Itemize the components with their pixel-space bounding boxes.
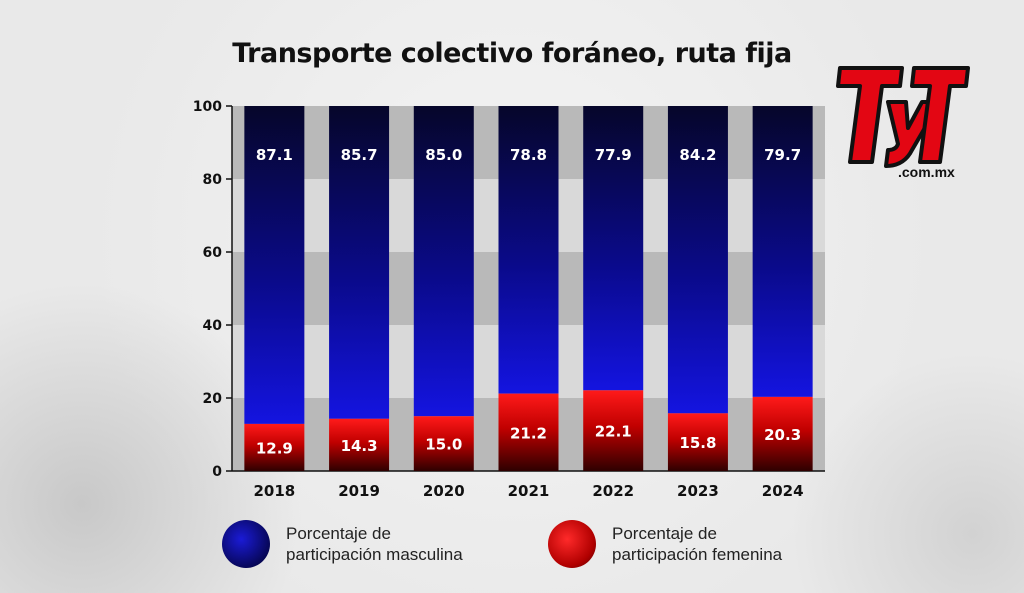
data-label-male-2020: 85.0 <box>425 146 462 164</box>
data-label-male-2021: 78.8 <box>510 146 547 164</box>
chart-title: Transporte colectivo foráneo, ruta fija <box>232 38 792 69</box>
data-label-male-2024: 79.7 <box>764 146 801 164</box>
y-tick-label: 80 <box>203 172 223 188</box>
y-tick-label: 20 <box>203 391 223 407</box>
x-tick-label-2020: 2020 <box>423 482 465 500</box>
x-tick-label-2022: 2022 <box>592 482 634 500</box>
bar-female-2023 <box>667 413 728 471</box>
bar-male-2021 <box>498 106 559 394</box>
data-label-female-2024: 20.3 <box>764 426 801 444</box>
legend-label-male-line2: participación masculina <box>286 545 463 564</box>
tyt-logo-mark <box>836 66 970 168</box>
data-label-male-2019: 85.7 <box>341 146 378 164</box>
data-label-female-2022: 22.1 <box>595 423 632 441</box>
bar-male-2019 <box>329 106 390 419</box>
bar-female-2020 <box>413 416 474 471</box>
y-tick-label: 40 <box>203 318 223 334</box>
legend-label-female: Porcentaje de participación femenina <box>612 523 782 565</box>
x-tick-label-2018: 2018 <box>253 482 295 500</box>
bar-male-2022 <box>583 106 644 391</box>
bar-female-2024 <box>752 396 813 471</box>
x-tick-label-2023: 2023 <box>677 482 719 500</box>
data-label-male-2018: 87.1 <box>256 146 293 164</box>
data-label-female-2021: 21.2 <box>510 424 547 442</box>
data-label-female-2019: 14.3 <box>341 437 378 455</box>
y-tick-label: 60 <box>203 245 223 261</box>
bar-male-2020 <box>413 106 474 417</box>
tyt-logo <box>836 66 970 168</box>
x-axis: 2018 2019 2020 2021 2022 2023 2024 <box>253 482 803 500</box>
legend-label-male: Porcentaje de participación masculina <box>286 523 463 565</box>
data-label-female-2023: 15.8 <box>679 434 716 452</box>
legend-item-male: Porcentaje de participación masculina <box>222 520 463 568</box>
legend-swatch-male <box>222 520 270 568</box>
bar-female-2021 <box>498 393 559 471</box>
x-tick-label-2021: 2021 <box>508 482 550 500</box>
y-tick-label: 0 <box>212 464 222 480</box>
data-label-male-2023: 84.2 <box>679 146 716 164</box>
data-label-female-2020: 15.0 <box>425 436 462 454</box>
bar-female-2018 <box>244 423 305 471</box>
bar-female-2022 <box>583 390 644 471</box>
bar-male-2018 <box>244 106 305 424</box>
legend-swatch-female <box>548 520 596 568</box>
bar-male-2023 <box>667 106 728 414</box>
bars: 87.1 12.9 85.7 14.3 85.0 15.0 78.8 21.2 77.9 22.1… <box>244 106 813 471</box>
x-tick-label-2019: 2019 <box>338 482 380 500</box>
legend-label-male-line1: Porcentaje de <box>286 524 391 543</box>
legend-label-female-line2: participación femenina <box>612 545 783 564</box>
logo-domain: .com.mx <box>898 164 955 180</box>
bar-female-2019 <box>329 418 390 471</box>
y-tick-label: 100 <box>193 99 222 115</box>
bar-male-2024 <box>752 106 813 397</box>
x-tick-label-2024: 2024 <box>762 482 804 500</box>
data-label-female-2018: 12.9 <box>256 439 293 457</box>
legend-item-female: Porcentaje de participación femenina <box>548 520 782 568</box>
data-label-male-2022: 77.9 <box>595 146 632 164</box>
legend-label-female-line1: Porcentaje de <box>612 524 717 543</box>
